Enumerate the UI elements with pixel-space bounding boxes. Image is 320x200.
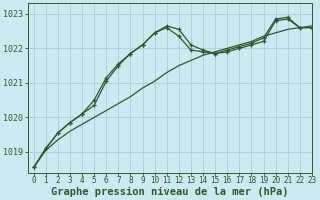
X-axis label: Graphe pression niveau de la mer (hPa): Graphe pression niveau de la mer (hPa) <box>51 186 289 197</box>
